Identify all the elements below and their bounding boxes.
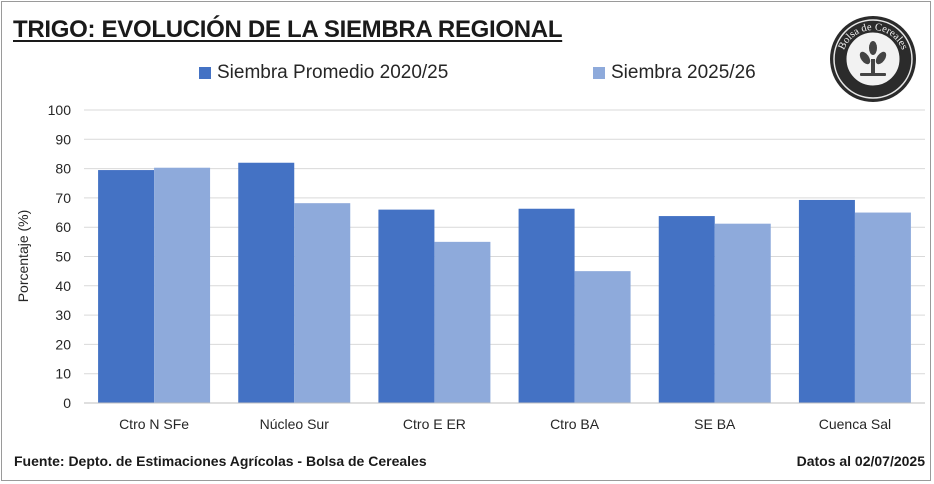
y-tick-label: 90 (55, 131, 71, 147)
y-axis-ticks: 0 10 20 30 40 50 60 70 80 90 100 (48, 102, 72, 411)
gridlines (84, 109, 925, 375)
y-tick-label: 30 (55, 307, 71, 323)
chart-title: TRIGO: EVOLUCIÓN DE LA SIEMBRA REGIONAL (13, 16, 563, 43)
y-tick-label: 100 (48, 102, 72, 118)
legend-item-series-2: Siembra 2025/26 (593, 62, 756, 84)
bolsa-de-cereales-seal-icon: Bolsa de Cereales (830, 16, 916, 102)
bar-siembra-2025-26 (854, 212, 911, 403)
bar-promedio-2020-25 (98, 170, 155, 403)
legend-swatch-series-1 (199, 67, 211, 79)
y-tick-label: 0 (63, 395, 71, 411)
bars (98, 162, 911, 403)
y-tick-label: 80 (55, 161, 71, 177)
bar-promedio-2020-25 (518, 208, 575, 403)
y-tick-label: 50 (55, 249, 71, 265)
bar-promedio-2020-25 (658, 216, 715, 403)
footer-date: Datos al 02/07/2025 (796, 453, 925, 469)
bar-siembra-2025-26 (574, 271, 631, 403)
x-tick-label: Ctro N SFe (119, 416, 189, 432)
x-axis-ticks: Ctro N SFe Núcleo Sur Ctro E ER Ctro BA SE B… (119, 416, 891, 432)
y-tick-label: 70 (55, 190, 71, 206)
legend-label-series-1: Siembra Promedio 2020/25 (217, 62, 449, 83)
bar-siembra-2025-26 (294, 203, 351, 403)
legend-label-series-2: Siembra 2025/26 (611, 62, 756, 83)
legend-swatch-series-2 (593, 67, 605, 79)
y-tick-label: 10 (55, 366, 71, 382)
legend: Siembra Promedio 2020/25 Siembra 2025/26 (0, 62, 934, 86)
y-tick-label: 20 (55, 336, 71, 352)
bar-promedio-2020-25 (238, 162, 295, 403)
footer-source: Fuente: Depto. de Estimaciones Agrícolas… (14, 453, 427, 469)
bar-siembra-2025-26 (154, 167, 211, 403)
bar-promedio-2020-25 (798, 199, 855, 403)
x-tick-label: Ctro BA (550, 416, 600, 432)
bar-promedio-2020-25 (378, 209, 435, 403)
legend-item-series-1: Siembra Promedio 2020/25 (199, 62, 448, 84)
y-tick-label: 60 (55, 219, 71, 235)
x-tick-label: SE BA (694, 416, 736, 432)
x-tick-label: Cuenca Sal (819, 416, 891, 432)
bar-siembra-2025-26 (434, 241, 491, 403)
x-tick-label: Núcleo Sur (260, 416, 330, 432)
x-tick-label: Ctro E ER (403, 416, 466, 432)
y-axis-label: Porcentaje (%) (15, 210, 31, 303)
bar-siembra-2025-26 (714, 223, 771, 403)
y-tick-label: 40 (55, 278, 71, 294)
